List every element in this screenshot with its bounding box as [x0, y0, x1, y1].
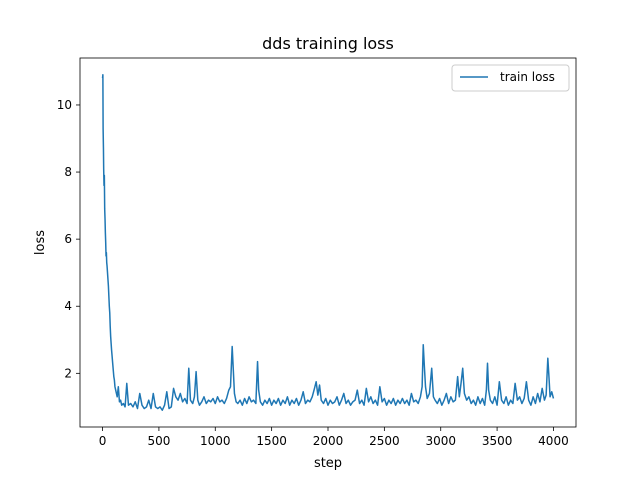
x-tick-label: 4000 — [538, 434, 569, 448]
y-tick-label: 4 — [64, 299, 72, 313]
y-tick-label: 6 — [64, 232, 72, 246]
x-tick-label: 1000 — [200, 434, 231, 448]
x-axis-ticks: 0 500 1000 1500 2000 2500 3000 3500 4000 — [99, 427, 569, 448]
x-tick-label: 1500 — [256, 434, 287, 448]
y-tick-label: 2 — [64, 366, 72, 380]
x-tick-label: 3000 — [425, 434, 456, 448]
x-tick-label: 500 — [147, 434, 170, 448]
x-axis-label: step — [314, 456, 342, 471]
legend-label-train-loss: train loss — [500, 70, 555, 84]
x-tick-label: 0 — [99, 434, 107, 448]
series-line-train-loss — [101, 74, 555, 411]
x-tick-label: 2000 — [313, 434, 344, 448]
legend: train loss — [451, 64, 570, 92]
x-tick-label: 3500 — [482, 434, 513, 448]
y-tick-label: 8 — [64, 165, 72, 179]
y-axis-ticks: 2 4 6 8 10 — [57, 98, 80, 380]
plot-background — [80, 58, 576, 427]
legend-box — [451, 64, 570, 92]
chart-title: dds training loss — [262, 34, 394, 53]
x-tick-label: 2500 — [369, 434, 400, 448]
y-axis-label: loss — [33, 230, 48, 255]
y-tick-label: 10 — [57, 98, 72, 112]
plot-area — [80, 58, 576, 427]
series-layer — [101, 74, 555, 411]
